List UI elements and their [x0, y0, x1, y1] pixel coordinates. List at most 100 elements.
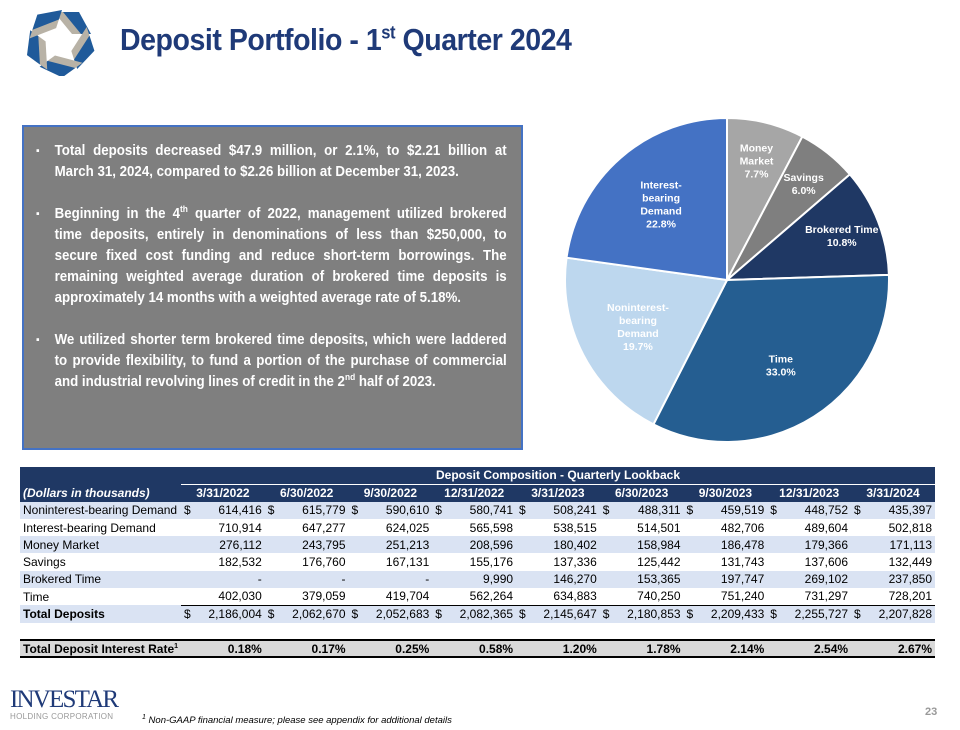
cell-value: 132,449	[888, 555, 932, 570]
cell-value: 0.25%	[348, 638, 433, 659]
cell-value: 740,250	[637, 589, 681, 604]
total-row: Total Deposits $2,186,004 $2,062,670 $2,052…	[20, 604, 935, 623]
bullet-item: Beginning in the 4th quarter of 2022, ma…	[36, 204, 507, 309]
cell-value: 158,984	[615, 536, 684, 554]
cell-value: 155,176	[469, 555, 514, 570]
dollar-sign	[181, 588, 197, 605]
dollar-sign: $	[767, 604, 784, 623]
dollar-sign	[348, 536, 365, 554]
dollar-sign	[432, 519, 448, 536]
dollar-sign	[264, 570, 281, 589]
cell-value: 489,604	[804, 520, 849, 535]
cell-value: 615,779	[280, 501, 349, 519]
pie-label: Brokered Time 10.8%	[805, 224, 878, 249]
dollar-sign	[767, 570, 784, 589]
dollar-sign: $	[683, 501, 700, 519]
cell-value: 402,030	[218, 589, 262, 604]
dollar-sign: $	[348, 604, 365, 623]
pie-label: Money Market 7.7%	[740, 142, 774, 180]
cell-value: 0.18%	[181, 638, 265, 659]
column-header: 6/30/2022	[264, 484, 349, 502]
row-label: Time	[23, 589, 50, 604]
table-row: Brokered Time - - -9,990 146,270 153,365 197,7…	[20, 570, 935, 589]
cell-value: 243,795	[280, 536, 349, 554]
footnote: 1 Non-GAAP financial measure; please see…	[142, 714, 452, 727]
cell-value: 0.58%	[432, 638, 517, 659]
cell-value: 176,760	[302, 555, 346, 570]
dollar-sign	[600, 553, 616, 570]
rate-row: Total Deposit Interest Rate1 0.18% 0.17% 0.…	[20, 638, 935, 659]
unit-label: (Dollars in thousands)	[20, 484, 182, 502]
table-row: Time 402,030 379,059 419,704 562,264 634,883 7…	[20, 588, 935, 605]
row-label: Interest-bearing Demand	[23, 520, 156, 535]
cell-value: 137,606	[804, 555, 849, 570]
table-row: Interest-bearing Demand 710,914 647,277 624…	[20, 519, 935, 536]
dollar-sign	[684, 519, 700, 536]
column-header: 9/30/2023	[683, 484, 768, 502]
deposit-composition-table: Deposit Composition - Quarterly Lookback…	[20, 467, 935, 659]
dollar-sign	[599, 536, 616, 554]
dollar-sign	[432, 588, 448, 605]
summary-textbox: Total deposits decreased $47.9 million, …	[22, 125, 523, 450]
cell-value: 276,112	[196, 536, 265, 554]
pie-label: Time 33.0%	[766, 353, 796, 378]
cell-value: 565,598	[469, 520, 514, 535]
dollar-sign: $	[432, 501, 449, 519]
dollar-sign	[767, 536, 784, 554]
cell-value: 2,186,004	[196, 604, 265, 623]
cell-value: 482,706	[720, 520, 765, 535]
caption-spacer	[20, 467, 182, 485]
dollar-sign: $	[767, 501, 784, 519]
dollar-sign	[349, 553, 365, 570]
dollar-sign	[684, 553, 700, 570]
column-header: 12/31/2022	[432, 484, 517, 502]
cell-value: 624,025	[385, 520, 430, 535]
dollar-sign: $	[599, 604, 616, 623]
pie-label: Noninterest-bearing Demand 19.7%	[607, 302, 669, 353]
pie-slice	[724, 172, 890, 282]
cell-value: 2,207,828	[866, 604, 935, 623]
dollar-sign	[432, 553, 448, 570]
dollar-sign	[516, 536, 532, 554]
pie-slice	[565, 116, 728, 282]
dollar-sign	[181, 519, 197, 536]
dollar-sign	[349, 588, 365, 605]
dollar-sign	[516, 570, 532, 589]
dollar-sign: $	[516, 604, 532, 623]
cell-value: 1.20%	[516, 638, 600, 659]
row-label: Total Deposit Interest Rate1	[20, 638, 182, 659]
cell-value: 634,883	[553, 589, 597, 604]
cell-value: 2,052,683	[364, 604, 433, 623]
row-label: Total Deposits	[20, 605, 182, 623]
dollar-sign: $	[851, 501, 867, 519]
logo-stroke	[54, 12, 82, 34]
logo-stroke	[71, 27, 92, 61]
dollar-sign	[432, 570, 449, 589]
brand-logo: INVESTAR HOLDING CORPORATION	[10, 686, 128, 722]
dollar-sign: $	[181, 501, 197, 519]
pie-label: Savings 6.0%	[784, 172, 824, 197]
dollar-sign	[851, 536, 867, 554]
pie-slice	[564, 256, 729, 426]
pie-label: Interest-bearing Demand 22.8%	[640, 180, 682, 231]
cell-value: 448,752	[783, 501, 852, 519]
cell-value: 508,241	[531, 501, 600, 519]
dollar-sign: $	[599, 501, 616, 519]
dollar-sign	[516, 553, 532, 570]
cell-value: 2.54%	[767, 638, 852, 659]
logo-stroke	[74, 35, 95, 70]
cell-value: 269,102	[783, 570, 852, 589]
cell-value: -	[196, 570, 265, 589]
dollar-sign	[432, 536, 449, 554]
company-logo-star	[26, 10, 95, 76]
cell-value: 171,113	[866, 536, 935, 554]
dollar-sign: $	[264, 604, 281, 623]
dollar-sign	[516, 519, 532, 536]
cell-value: 208,596	[448, 536, 517, 554]
brand-name: INVESTAR	[10, 686, 119, 713]
dollar-sign	[683, 536, 700, 554]
cell-value: 125,442	[637, 555, 681, 570]
dollar-sign	[265, 553, 281, 570]
cell-value: 514,501	[637, 520, 681, 535]
dollar-sign	[348, 570, 365, 589]
